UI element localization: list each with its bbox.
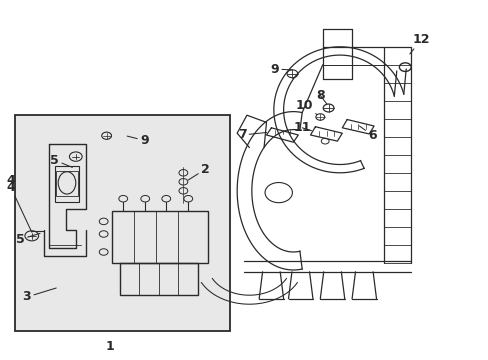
Text: 4: 4 xyxy=(6,181,32,232)
Text: 2: 2 xyxy=(188,163,209,180)
Text: 10: 10 xyxy=(295,99,316,114)
Text: 3: 3 xyxy=(22,288,56,303)
Text: 1: 1 xyxy=(105,340,114,353)
Ellipse shape xyxy=(58,172,76,194)
Text: 5: 5 xyxy=(16,233,40,246)
Text: 5: 5 xyxy=(50,154,72,167)
Bar xyxy=(15,115,229,331)
Text: 12: 12 xyxy=(409,33,429,54)
Text: 11: 11 xyxy=(293,121,311,134)
Bar xyxy=(112,211,207,263)
Text: 8: 8 xyxy=(315,89,326,104)
Text: 9: 9 xyxy=(127,134,148,147)
Bar xyxy=(120,263,198,295)
Bar xyxy=(55,166,79,202)
Text: 9: 9 xyxy=(270,63,292,76)
Text: 4: 4 xyxy=(6,174,15,186)
Bar xyxy=(56,171,78,196)
Text: 6: 6 xyxy=(359,126,376,142)
Text: 7: 7 xyxy=(237,129,266,141)
